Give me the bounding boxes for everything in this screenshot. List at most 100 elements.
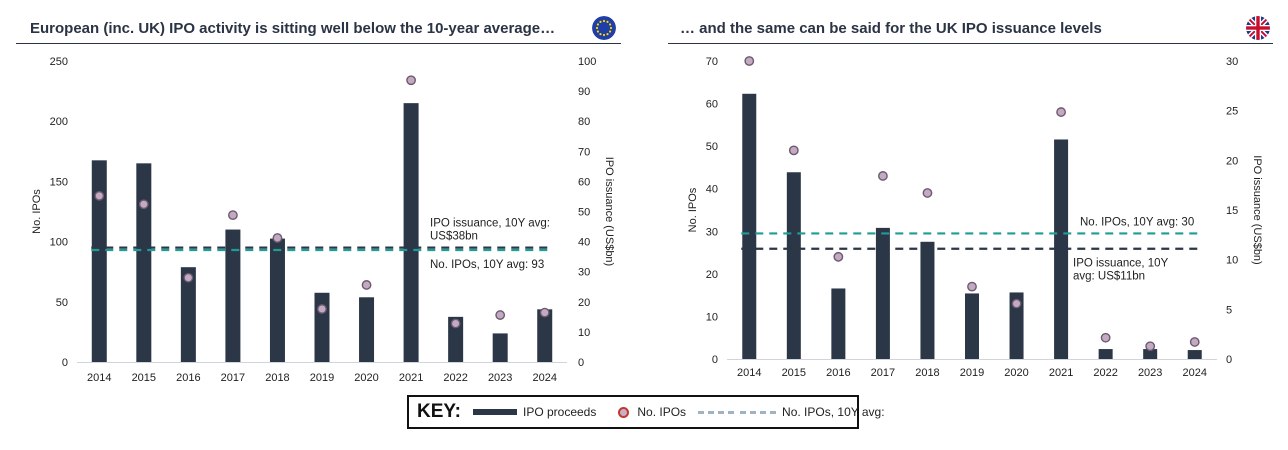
x-tick-label: 2023 — [488, 372, 512, 384]
no-ipos-dot — [539, 307, 550, 318]
y2-tick-label: 20 — [1226, 155, 1238, 167]
y2-tick-label: 15 — [1226, 205, 1238, 217]
ipo-proceeds-bar — [269, 238, 285, 362]
ref-line-label: avg: US$11bn — [1073, 271, 1145, 283]
left-chart: 0 50 100 150 200 250 0 10 20 30 40 50 60 70 80 90 100 No.… — [31, 56, 615, 384]
key-label-ipo-proceeds: IPO proceeds — [522, 405, 597, 419]
ipo-proceeds-bar — [91, 160, 107, 362]
x-tick-label: 2016 — [176, 372, 200, 384]
y2-tick-label: 10 — [578, 327, 590, 339]
no-ipos-dot — [1100, 332, 1111, 343]
x-tick-label: 2020 — [1004, 367, 1028, 379]
x-tick-label: 2023 — [1138, 367, 1162, 379]
ipo-proceeds-bar — [225, 229, 241, 362]
ipo-proceeds-bar — [403, 103, 419, 362]
y2-axis-label: IPO issuance (US$bn) — [1251, 155, 1263, 264]
x-tick-label: 2018 — [915, 367, 939, 379]
y2-tick-label: 70 — [578, 146, 590, 158]
ipo-proceeds-bar — [359, 297, 375, 362]
ipo-proceeds-bar — [537, 309, 553, 362]
y2-axis-label: IPO issuance (US$bn) — [603, 157, 615, 266]
y2-tick-label: 30 — [578, 267, 590, 279]
no-ipos-dot — [788, 145, 799, 156]
key-label-10y-avg: No. IPOs, 10Y avg: — [782, 405, 885, 419]
y-tick-label: 50 — [706, 141, 718, 153]
y-axis-label: No. IPOs — [31, 189, 43, 234]
x-tick-label: 2020 — [354, 372, 378, 384]
no-ipos-dot — [317, 304, 327, 314]
y-axis-label: No. IPOs — [687, 187, 699, 232]
no-ipos-dot — [228, 210, 238, 221]
key-item-10y-avg: No. IPOs, 10Y avg: — [694, 405, 885, 419]
y-tick-label: 250 — [50, 56, 68, 68]
x-tick-label: 2015 — [132, 372, 156, 384]
x-tick-label: 2017 — [221, 372, 245, 384]
y-tick-label: 70 — [706, 56, 718, 68]
ipo-proceeds-bar — [1187, 350, 1202, 359]
dash-swatch-icon — [698, 410, 735, 414]
right-title-rule — [668, 43, 1273, 44]
legend-key: KEY: IPO proceeds No. IPOs No. IPOs, 10Y… — [407, 395, 885, 429]
x-tick-label: 2022 — [1093, 367, 1117, 379]
no-ipos-dot — [833, 251, 844, 262]
y-tick-label: 60 — [706, 99, 718, 111]
no-ipos-dot — [183, 272, 194, 283]
y-tick-label: 10 — [706, 311, 718, 323]
ipo-proceeds-bar — [786, 172, 801, 359]
ipo-proceeds-bar — [831, 288, 846, 359]
no-ipos-dot — [744, 56, 755, 66]
no-ipos-dot — [361, 280, 372, 290]
eu-flag-icon — [592, 16, 616, 40]
x-tick-label: 2014 — [737, 367, 761, 379]
right-chart-title: … and the same can be said for the UK IP… — [680, 20, 1102, 37]
y2-tick-label: 0 — [578, 357, 584, 369]
key-label-no-ipos: No. IPOs — [637, 405, 687, 419]
key-title: KEY: — [417, 401, 461, 422]
y2-tick-label: 80 — [578, 116, 590, 128]
no-ipos-dot — [1056, 107, 1066, 117]
ref-line-label: No. IPOs, 10Y avg: 30 — [1080, 216, 1194, 228]
left-title-rule — [16, 43, 621, 44]
no-ipos-dot — [1011, 298, 1022, 309]
ipo-proceeds-bar — [492, 333, 508, 362]
ipo-proceeds-bar — [742, 93, 757, 359]
y-tick-label: 40 — [706, 184, 718, 196]
no-ipos-dot — [138, 199, 149, 210]
ref-line-label: US$38bn — [430, 231, 478, 243]
x-tick-label: 2021 — [1049, 367, 1073, 379]
ipo-proceeds-bar — [448, 316, 464, 362]
right-chart: 0 10 20 30 40 50 60 70 0 5 10 15 20 25 30 No. IPOs IPO i… — [687, 56, 1263, 379]
y2-tick-label: 5 — [1226, 304, 1232, 316]
y-tick-label: 0 — [712, 354, 718, 366]
dot-swatch-icon — [618, 406, 630, 418]
y-tick-label: 50 — [56, 297, 68, 309]
y2-tick-label: 10 — [1226, 255, 1238, 267]
ref-line-label: No. IPOs, 10Y avg: 93 — [430, 259, 544, 271]
no-ipos-dot — [878, 171, 888, 181]
key-item-no-ipos: No. IPOs — [612, 405, 686, 419]
dash-swatch-icon — [740, 410, 777, 414]
no-ipos-dot — [272, 233, 283, 243]
no-ipos-dot — [1189, 337, 1200, 347]
uk-flag-icon — [1246, 16, 1270, 40]
ipo-proceeds-bar — [1143, 349, 1158, 359]
ipo-proceeds-bar — [965, 293, 979, 359]
y-tick-label: 20 — [706, 269, 718, 281]
ipo-proceeds-bar — [1098, 349, 1113, 359]
y2-tick-label: 0 — [1226, 354, 1232, 366]
no-ipos-dot — [495, 310, 506, 320]
no-ipos-dot — [922, 188, 933, 198]
y-tick-label: 150 — [50, 176, 68, 188]
x-tick-label: 2017 — [871, 367, 895, 379]
y2-tick-label: 50 — [578, 207, 590, 219]
no-ipos-dot — [1145, 341, 1156, 352]
y-tick-label: 200 — [50, 116, 68, 128]
x-tick-label: 2024 — [532, 372, 556, 384]
x-tick-label: 2018 — [265, 372, 289, 384]
ref-line-label: IPO issuance, 10Y — [1073, 258, 1169, 270]
left-chart-title: European (inc. UK) IPO activity is sitti… — [30, 20, 556, 37]
x-tick-label: 2019 — [960, 367, 984, 379]
ipo-proceeds-bar — [314, 292, 330, 362]
ipo-proceeds-bar — [136, 163, 152, 362]
y-tick-label: 30 — [706, 226, 718, 238]
